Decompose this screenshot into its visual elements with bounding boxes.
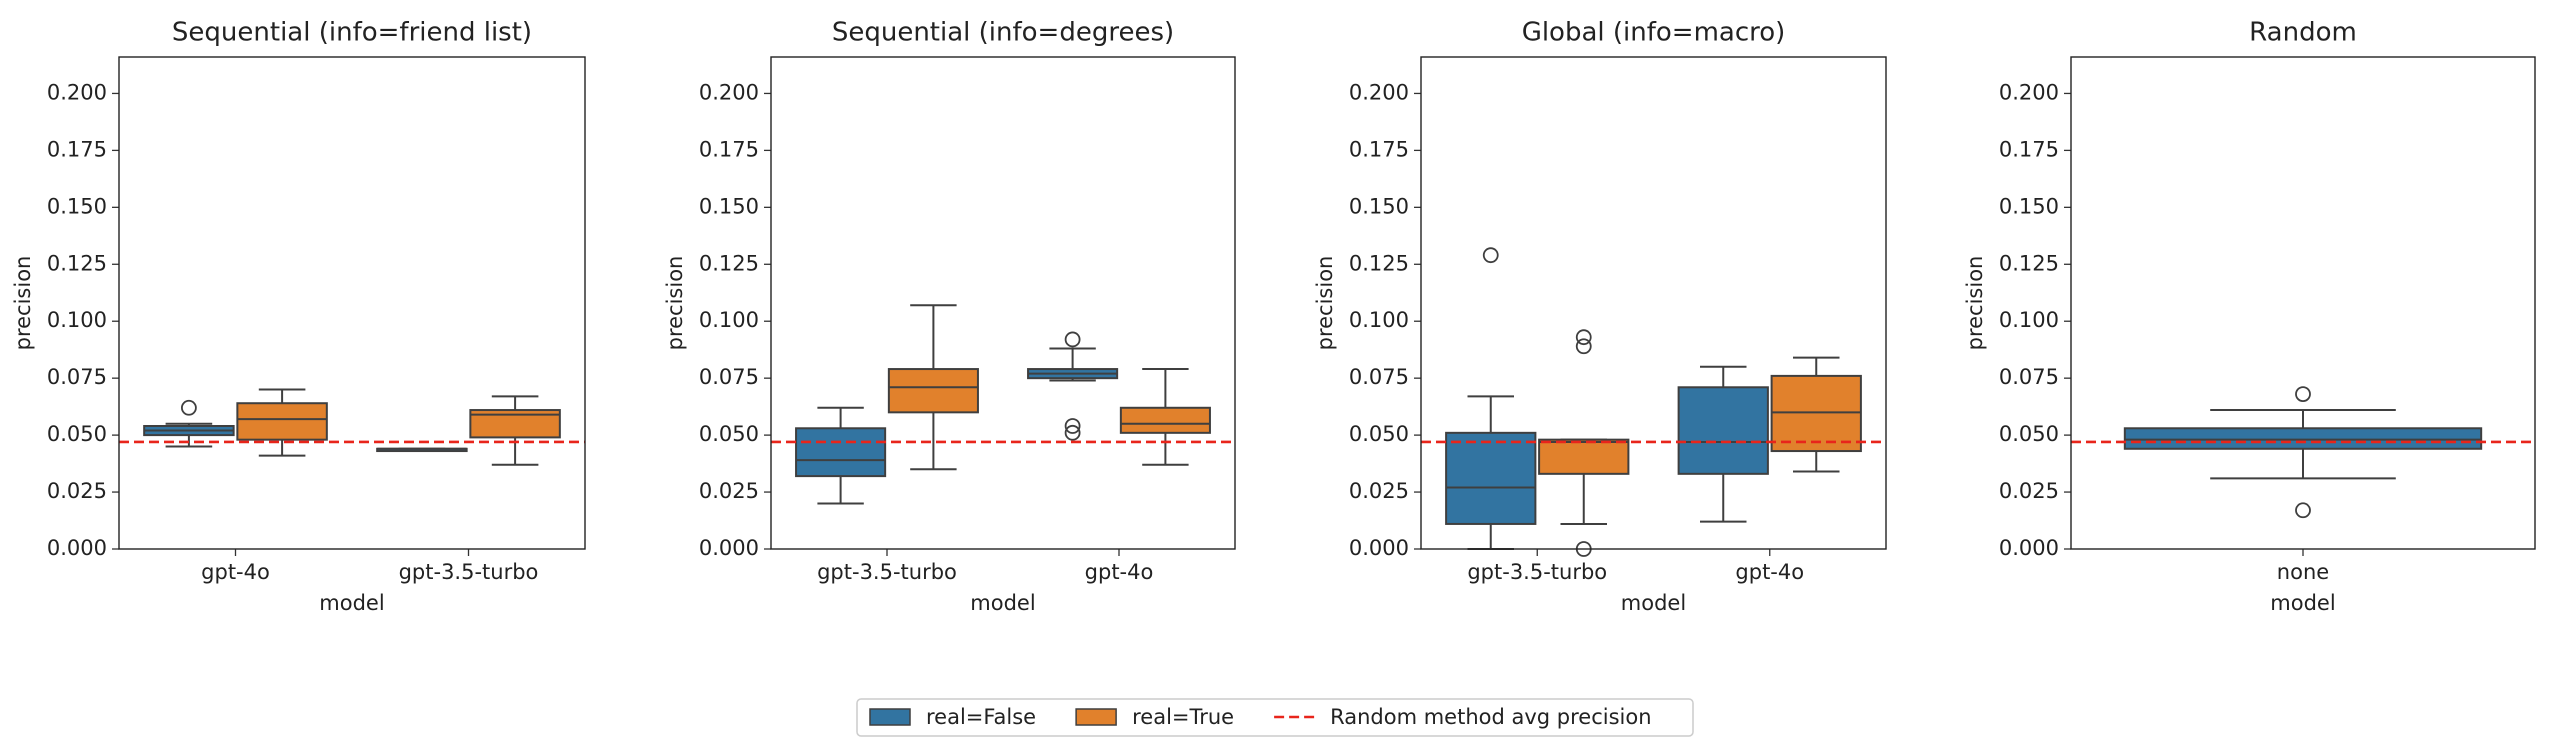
x-tick-label: gpt-3.5-turbo: [1467, 560, 1607, 584]
y-tick-label: 0.075: [1999, 365, 2059, 389]
y-tick-label: 0.050: [699, 422, 759, 446]
panel-title: Sequential (info=degrees): [832, 18, 1174, 48]
plot-frame: [770, 56, 1236, 550]
flier: [2295, 502, 2311, 519]
box: [1119, 406, 1211, 434]
x-tick-label: gpt-3.5-turbo: [399, 560, 539, 584]
box-group: [1538, 329, 1630, 557]
y-tick-label: 0.025: [1349, 479, 1409, 503]
box-group: [1445, 247, 1537, 550]
legend-swatch: [1075, 708, 1117, 726]
y-tick-label: 0.150: [1349, 194, 1409, 218]
box-group: [1027, 331, 1119, 441]
box: [887, 368, 979, 414]
box-group: [887, 304, 979, 471]
box: [1770, 374, 1862, 453]
y-tick-label: 0.075: [1349, 365, 1409, 389]
flier: [1575, 329, 1592, 346]
y-tick-label: 0.000: [699, 536, 759, 560]
y-axis-label: precision: [1963, 256, 1987, 351]
legend: real=False real=True Random method avg pre…: [856, 698, 1694, 737]
y-tick-label: 0.100: [1999, 308, 2059, 332]
box-group: [469, 395, 561, 466]
y-tick-label: 0.150: [699, 194, 759, 218]
box-group: [143, 399, 235, 448]
y-tick-label: 0.200: [47, 80, 107, 104]
panel-title: Global (info=macro): [1522, 18, 1786, 48]
y-tick-label: 0.000: [47, 536, 107, 560]
y-tick-label: 0.150: [47, 194, 107, 218]
y-tick-label: 0.000: [1349, 536, 1409, 560]
y-tick-label: 0.100: [699, 308, 759, 332]
x-axis-label: model: [970, 591, 1035, 615]
y-tick-label: 0.025: [699, 479, 759, 503]
y-tick-label: 0.025: [47, 479, 107, 503]
plot-frame: [118, 56, 586, 550]
flier: [1575, 338, 1592, 355]
flier: [180, 399, 197, 416]
y-tick-label: 0.125: [699, 251, 759, 275]
box-group: [1770, 356, 1862, 473]
y-tick-label: 0.175: [1349, 137, 1409, 161]
legend-label: real=False: [926, 705, 1036, 729]
box-group: [2123, 386, 2483, 519]
y-tick-label: 0.125: [1999, 251, 2059, 275]
box: [236, 402, 328, 441]
flier: [1482, 247, 1499, 264]
box-group: [795, 406, 887, 505]
x-tick-label: gpt-3.5-turbo: [817, 560, 957, 584]
x-axis-label: model: [319, 591, 384, 615]
flier: [1064, 424, 1081, 441]
y-axis-label: precision: [1313, 256, 1337, 351]
box: [1677, 386, 1769, 475]
y-tick-label: 0.200: [699, 80, 759, 104]
x-tick-label: gpt-4o: [1735, 560, 1804, 584]
x-axis-label: model: [1621, 591, 1686, 615]
flier: [1064, 331, 1081, 348]
y-axis-label: precision: [11, 256, 35, 351]
legend-label: Random method avg precision: [1330, 705, 1651, 729]
y-tick-label: 0.175: [699, 137, 759, 161]
x-tick-label: none: [2277, 560, 2329, 584]
y-tick-label: 0.075: [699, 365, 759, 389]
y-tick-label: 0.050: [47, 422, 107, 446]
box: [795, 427, 887, 478]
flier: [1064, 418, 1081, 434]
y-tick-label: 0.050: [1999, 422, 2059, 446]
box-group: [236, 388, 328, 457]
box: [1538, 438, 1630, 475]
y-tick-label: 0.100: [1349, 308, 1409, 332]
y-tick-label: 0.200: [1349, 80, 1409, 104]
box-group: [1119, 368, 1211, 466]
panel-title: Sequential (info=friend list): [172, 18, 532, 48]
y-tick-label: 0.125: [47, 251, 107, 275]
y-tick-label: 0.050: [1349, 422, 1409, 446]
x-tick-label: gpt-4o: [201, 560, 270, 584]
y-tick-label: 0.175: [47, 137, 107, 161]
box: [1445, 431, 1537, 525]
legend-label: real=True: [1132, 705, 1234, 729]
y-tick-label: 0.075: [47, 365, 107, 389]
box-group: [376, 447, 468, 453]
plot-frame: [1420, 56, 1887, 550]
x-axis-label: model: [2270, 591, 2335, 615]
y-tick-label: 0.100: [47, 308, 107, 332]
x-tick-label: gpt-4o: [1085, 560, 1154, 584]
y-axis-label: precision: [663, 256, 687, 351]
y-tick-label: 0.150: [1999, 194, 2059, 218]
box: [2123, 427, 2483, 450]
y-tick-label: 0.175: [1999, 137, 2059, 161]
y-tick-label: 0.025: [1999, 479, 2059, 503]
panel-title: Random: [2249, 18, 2357, 48]
plot-frame: [2070, 56, 2536, 550]
flier: [2295, 386, 2311, 403]
legend-swatch: [869, 708, 911, 726]
box-group: [1677, 365, 1769, 523]
y-tick-label: 0.125: [1349, 251, 1409, 275]
y-tick-label: 0.200: [1999, 80, 2059, 104]
y-tick-label: 0.000: [1999, 536, 2059, 560]
